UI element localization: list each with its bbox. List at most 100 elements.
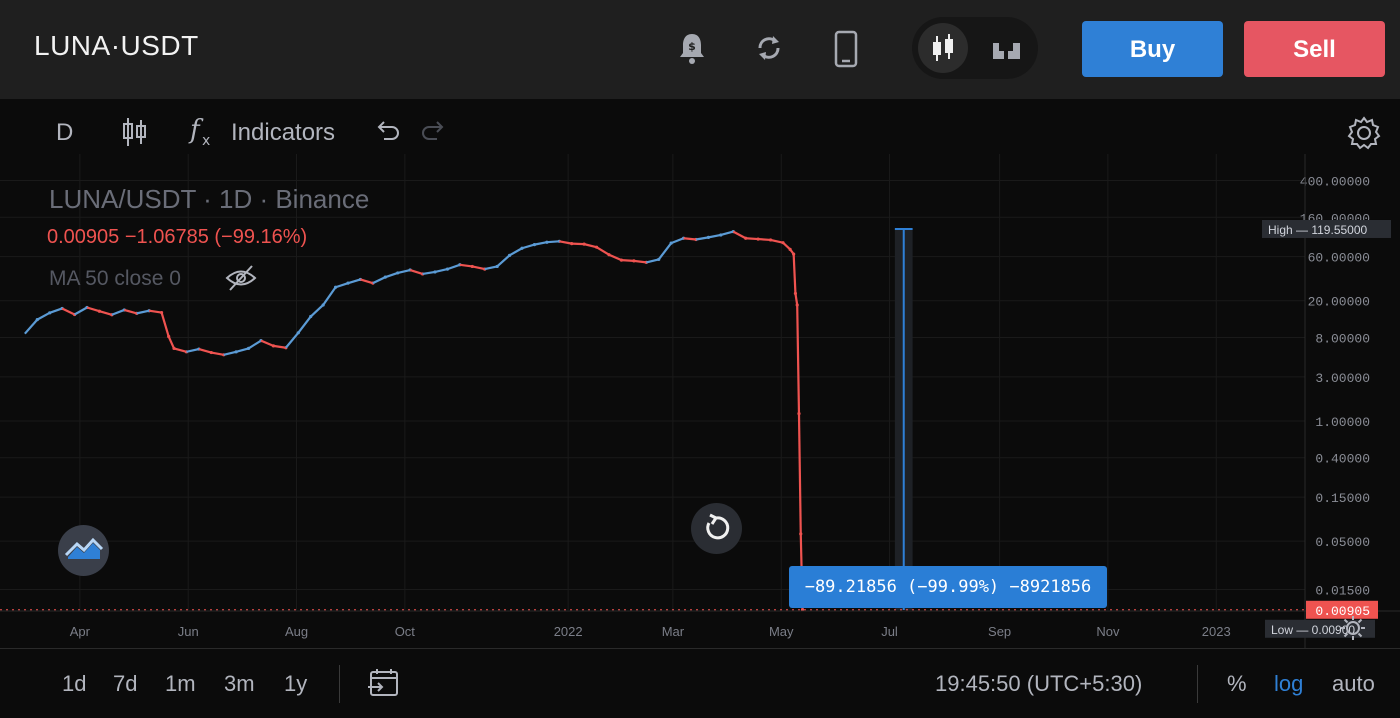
hide-eye-icon[interactable]	[224, 263, 258, 298]
price-segment	[510, 248, 522, 255]
price-segment	[435, 269, 447, 272]
price-segment	[348, 279, 360, 283]
price-segment	[584, 244, 596, 247]
price-segment	[794, 254, 796, 293]
price-segment	[410, 270, 422, 274]
price-segment	[646, 259, 658, 262]
price-segment	[684, 238, 696, 239]
range-1m[interactable]: 1m	[165, 671, 196, 697]
price-segment	[199, 349, 211, 352]
price-segment	[373, 277, 385, 283]
go-to-date-icon[interactable]	[366, 667, 400, 704]
price-segment	[534, 242, 546, 244]
divider	[339, 665, 340, 703]
y-tick-label: 400.00000	[1300, 175, 1370, 190]
price-segment	[522, 245, 534, 249]
symbol-title: LUNA·USDT	[34, 30, 199, 62]
high-tag-label: High — 119.55000	[1268, 223, 1368, 237]
price-segment	[609, 255, 621, 260]
price-segment	[249, 341, 261, 349]
price-segment	[547, 241, 559, 242]
price-segment	[75, 308, 87, 315]
x-tick-label: Apr	[70, 624, 91, 639]
price-segment	[447, 265, 459, 269]
y-tick-label: 0.40000	[1315, 452, 1370, 467]
price-segment	[273, 346, 285, 348]
y-tick-label: 1.00000	[1315, 415, 1370, 430]
price-segment	[472, 266, 484, 269]
x-tick-label: 2023	[1202, 624, 1231, 639]
range-1y[interactable]: 1y	[284, 671, 307, 697]
x-tick-label: Sep	[988, 624, 1011, 639]
price-segment	[398, 270, 410, 273]
price-segment	[311, 305, 323, 317]
reset-chart-icon[interactable]	[691, 503, 742, 554]
price-alert-bell-icon[interactable]: $	[672, 28, 712, 68]
price-segment	[174, 348, 186, 351]
price-segment	[758, 239, 770, 240]
percent-scale-toggle[interactable]: %	[1227, 671, 1247, 697]
price-segment	[621, 260, 633, 261]
legend-ma[interactable]: MA 50 close 0	[49, 267, 181, 291]
price-segment	[169, 337, 174, 349]
price-segment	[162, 313, 169, 337]
range-1d[interactable]: 1d	[62, 671, 86, 697]
price-segment	[733, 232, 745, 239]
price-segment	[50, 308, 62, 312]
chart-type-toggle	[912, 17, 1038, 79]
sell-button[interactable]: Sell	[1244, 21, 1385, 77]
candles-chart-icon[interactable]	[918, 23, 968, 73]
price-segment	[634, 261, 646, 263]
y-tick-label: 0.01500	[1315, 584, 1370, 599]
price-segment	[124, 310, 136, 313]
price-segment	[423, 272, 435, 274]
x-tick-label: Mar	[662, 624, 685, 639]
price-segment	[211, 353, 223, 355]
buy-button[interactable]: Buy	[1082, 21, 1223, 77]
price-segment	[485, 266, 497, 269]
price-segment	[236, 348, 248, 351]
divider	[1197, 665, 1198, 703]
bottom-bar: 1d 7d 1m 3m 1y 19:45:50 (UTC+5:30) % log…	[0, 648, 1400, 718]
y-tick-label: 0.15000	[1315, 491, 1370, 506]
price-segment	[261, 341, 273, 346]
chart-area: D f x Indicators	[0, 99, 1400, 648]
clock-readout[interactable]: 19:45:50 (UTC+5:30)	[935, 671, 1142, 697]
depth-chart-icon[interactable]	[982, 23, 1032, 73]
y-tick-label: 20.00000	[1308, 295, 1370, 310]
y-tick-label: 0.05000	[1315, 535, 1370, 550]
y-tick-label: 60.00000	[1308, 251, 1370, 266]
axis-settings-icon[interactable]	[1340, 615, 1366, 646]
price-segment	[25, 320, 37, 334]
price-segment	[460, 265, 472, 267]
measure-tooltip: −89.21856 (−99.99%) −8921856	[789, 566, 1107, 608]
price-segment	[336, 283, 348, 287]
price-segment	[224, 352, 236, 355]
x-tick-label: Aug	[285, 624, 308, 639]
refresh-icon[interactable]	[749, 28, 789, 68]
price-segment	[62, 308, 74, 314]
price-segment	[99, 311, 111, 315]
range-7d[interactable]: 7d	[113, 671, 137, 697]
x-tick-label: Jul	[881, 624, 898, 639]
price-segment	[149, 311, 161, 313]
price-chart[interactable]: 400.00000160.0000060.0000020.000008.0000…	[0, 99, 1400, 648]
price-segment	[360, 279, 372, 283]
price-segment	[797, 305, 799, 414]
tradingview-logo-icon[interactable]	[58, 525, 109, 576]
svg-text:$: $	[688, 40, 696, 53]
log-scale-toggle[interactable]: log	[1274, 671, 1303, 697]
x-tick-label: Nov	[1096, 624, 1120, 639]
price-segment	[323, 287, 335, 305]
price-segment	[385, 273, 397, 277]
price-segment	[746, 238, 758, 239]
price-segment	[137, 311, 149, 314]
y-tick-label: 3.00000	[1315, 371, 1370, 386]
auto-scale-toggle[interactable]: auto	[1332, 671, 1375, 697]
mobile-icon[interactable]	[826, 28, 866, 68]
price-segment	[708, 235, 720, 237]
range-3m[interactable]: 3m	[224, 671, 255, 697]
y-tick-label: 8.00000	[1315, 332, 1370, 347]
price-segment	[795, 293, 797, 305]
price-segment	[87, 308, 99, 312]
